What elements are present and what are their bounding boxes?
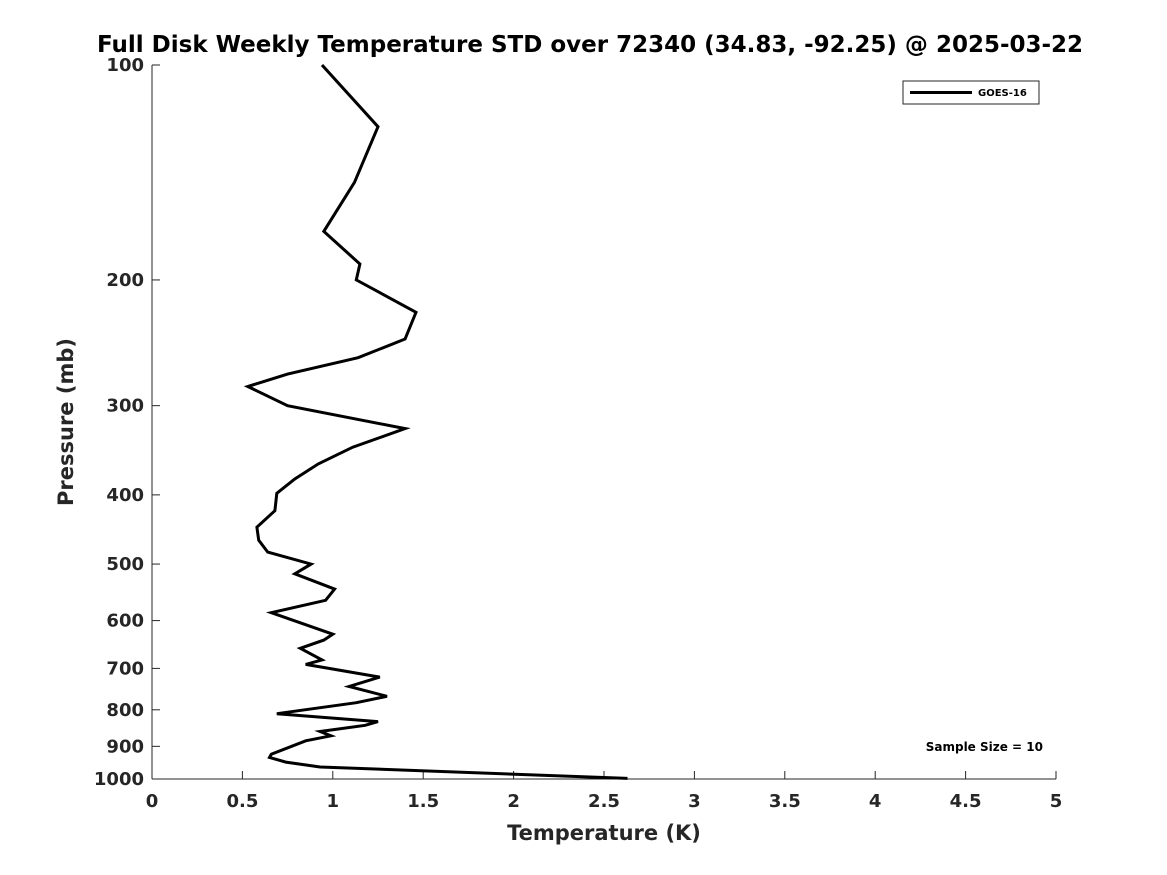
x-tick-label: 4.5: [950, 791, 982, 812]
y-tick-label: 500: [106, 554, 144, 575]
x-tick-label: 4: [869, 791, 882, 812]
x-axis-label: Temperature (K): [507, 821, 701, 845]
x-tick-label: 0.5: [226, 791, 258, 812]
y-tick-label: 700: [106, 658, 144, 679]
plot-axes: [151, 65, 1056, 780]
y-tick-label: 1000: [94, 769, 144, 790]
x-axis-ticks: 0 0.5 1 1.5 2 2.5 3 3.5 4 4.5 5: [146, 771, 1063, 812]
y-tick-label: 100: [106, 55, 144, 76]
chart-title: Full Disk Weekly Temperature STD over 72…: [97, 32, 1083, 58]
legend-label: GOES-16: [978, 88, 1027, 99]
y-tick-label: 600: [106, 611, 144, 632]
y-tick-label: 300: [106, 396, 144, 417]
legend: GOES-16: [902, 80, 1040, 105]
y-axis-label: Pressure (mb): [54, 338, 78, 506]
x-tick-label: 0: [146, 791, 159, 812]
x-tick-label: 1: [327, 791, 340, 812]
series-line-goes-16: [243, 63, 628, 780]
x-tick-label: 3: [688, 791, 701, 812]
x-tick-label: 2: [507, 791, 520, 812]
x-tick-label: 2.5: [588, 791, 620, 812]
y-tick-label: 900: [106, 736, 144, 757]
x-tick-label: 3.5: [769, 791, 801, 812]
x-tick-label: 5: [1050, 791, 1063, 812]
y-tick-label: 200: [106, 270, 144, 291]
sample-size-annotation: Sample Size = 10: [926, 740, 1043, 754]
y-tick-label: 800: [106, 700, 144, 721]
series-layer: [243, 63, 628, 780]
x-tick-label: 1.5: [407, 791, 439, 812]
y-axis-ticks: 100 200 300 400 500 600 700 800 900 1000: [94, 55, 160, 790]
y-tick-label: 400: [106, 485, 144, 506]
